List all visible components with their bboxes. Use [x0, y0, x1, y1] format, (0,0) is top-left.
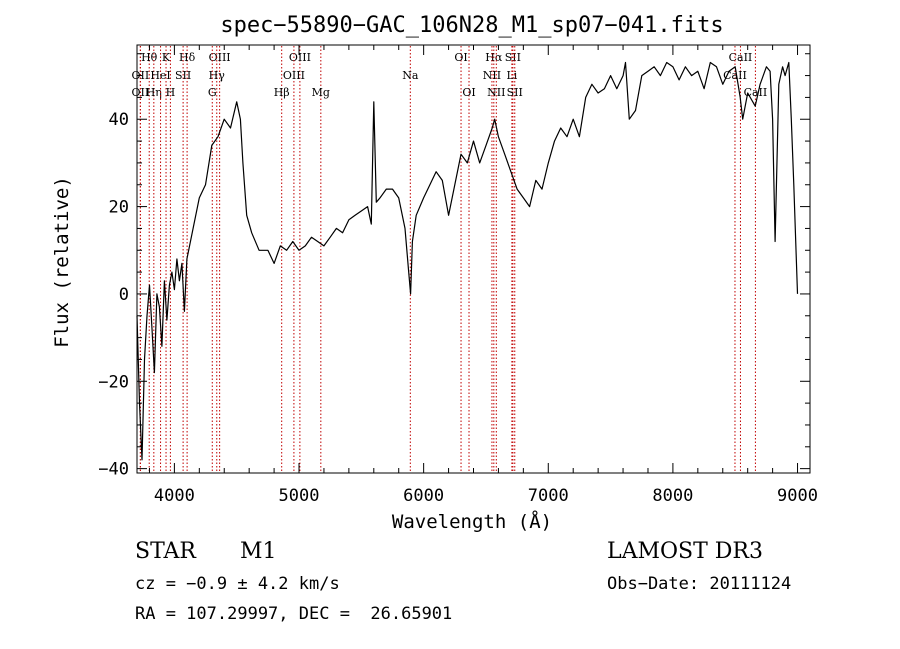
y-tick-label: −40 — [98, 460, 129, 480]
ra-dec-coordinates: RA = 107.29997, DEC = 26.65901 — [135, 604, 453, 624]
x-tick-label: 5000 — [279, 486, 320, 506]
line-marker-label: H — [166, 86, 176, 99]
series-layer — [136, 61, 799, 461]
line-marker-label: Hδ — [179, 51, 196, 64]
line-marker-label: OIII — [283, 69, 305, 82]
line-marker-label: Na — [402, 69, 419, 82]
line-marker-label: SII — [175, 69, 191, 82]
line-marker-label: CaII — [729, 51, 753, 64]
survey-name: LAMOST DR3 — [607, 539, 763, 564]
y-tick-label: 20 — [109, 198, 129, 218]
line-marker-label: Hβ — [274, 86, 290, 99]
tick-layer: 4000 5000 6000 7000 8000 9000 −40 −20 0 20 40 — [98, 45, 818, 506]
line-marker-label: NII — [483, 69, 501, 82]
line-marker-label: OIII — [289, 51, 311, 64]
line-marker-label: K — [162, 51, 171, 64]
chart-title: spec−55890−GAC_106N28_M1_sp07−041.fits — [220, 13, 723, 38]
line-marker-label: OII — [132, 86, 150, 99]
object-class: STAR — [135, 539, 196, 564]
line-marker-label: OI — [454, 51, 467, 64]
line-marker-label: Hα — [485, 51, 503, 64]
observation-date: Obs−Date: 20111124 — [607, 574, 792, 594]
x-tick-label: 4000 — [154, 486, 195, 506]
object-subclass: M1 — [240, 539, 277, 564]
x-axis-label: Wavelength (Å) — [392, 510, 552, 533]
line-marker-label: HeI — [150, 69, 170, 82]
line-marker-label: SII — [507, 86, 523, 99]
line-marker-label: Hγ — [209, 69, 226, 82]
line-marker-label: Li — [506, 69, 517, 82]
spectrum-line — [136, 61, 799, 461]
x-tick-label: 9000 — [777, 486, 818, 506]
line-marker-label: Hη — [146, 86, 162, 99]
line-marker-label: Hθ — [141, 51, 158, 64]
line-marker-label: OIII — [209, 51, 231, 64]
y-tick-label: −20 — [98, 372, 129, 392]
redshift-cz: cz = −0.9 ± 4.2 km/s — [135, 574, 340, 594]
x-tick-label: 6000 — [403, 486, 444, 506]
line-marker-label: NII — [487, 86, 505, 99]
x-tick-label: 8000 — [652, 486, 693, 506]
line-marker-label: Mg — [312, 86, 330, 99]
y-axis-label: Flux (relative) — [51, 176, 73, 348]
y-tick-label: 0 — [119, 285, 129, 305]
x-tick-label: 7000 — [528, 486, 569, 506]
line-marker-label: G — [208, 86, 217, 99]
y-tick-label: 40 — [109, 110, 129, 130]
line-marker-label: SII — [505, 51, 521, 64]
line-marker-label: OI — [462, 86, 475, 99]
